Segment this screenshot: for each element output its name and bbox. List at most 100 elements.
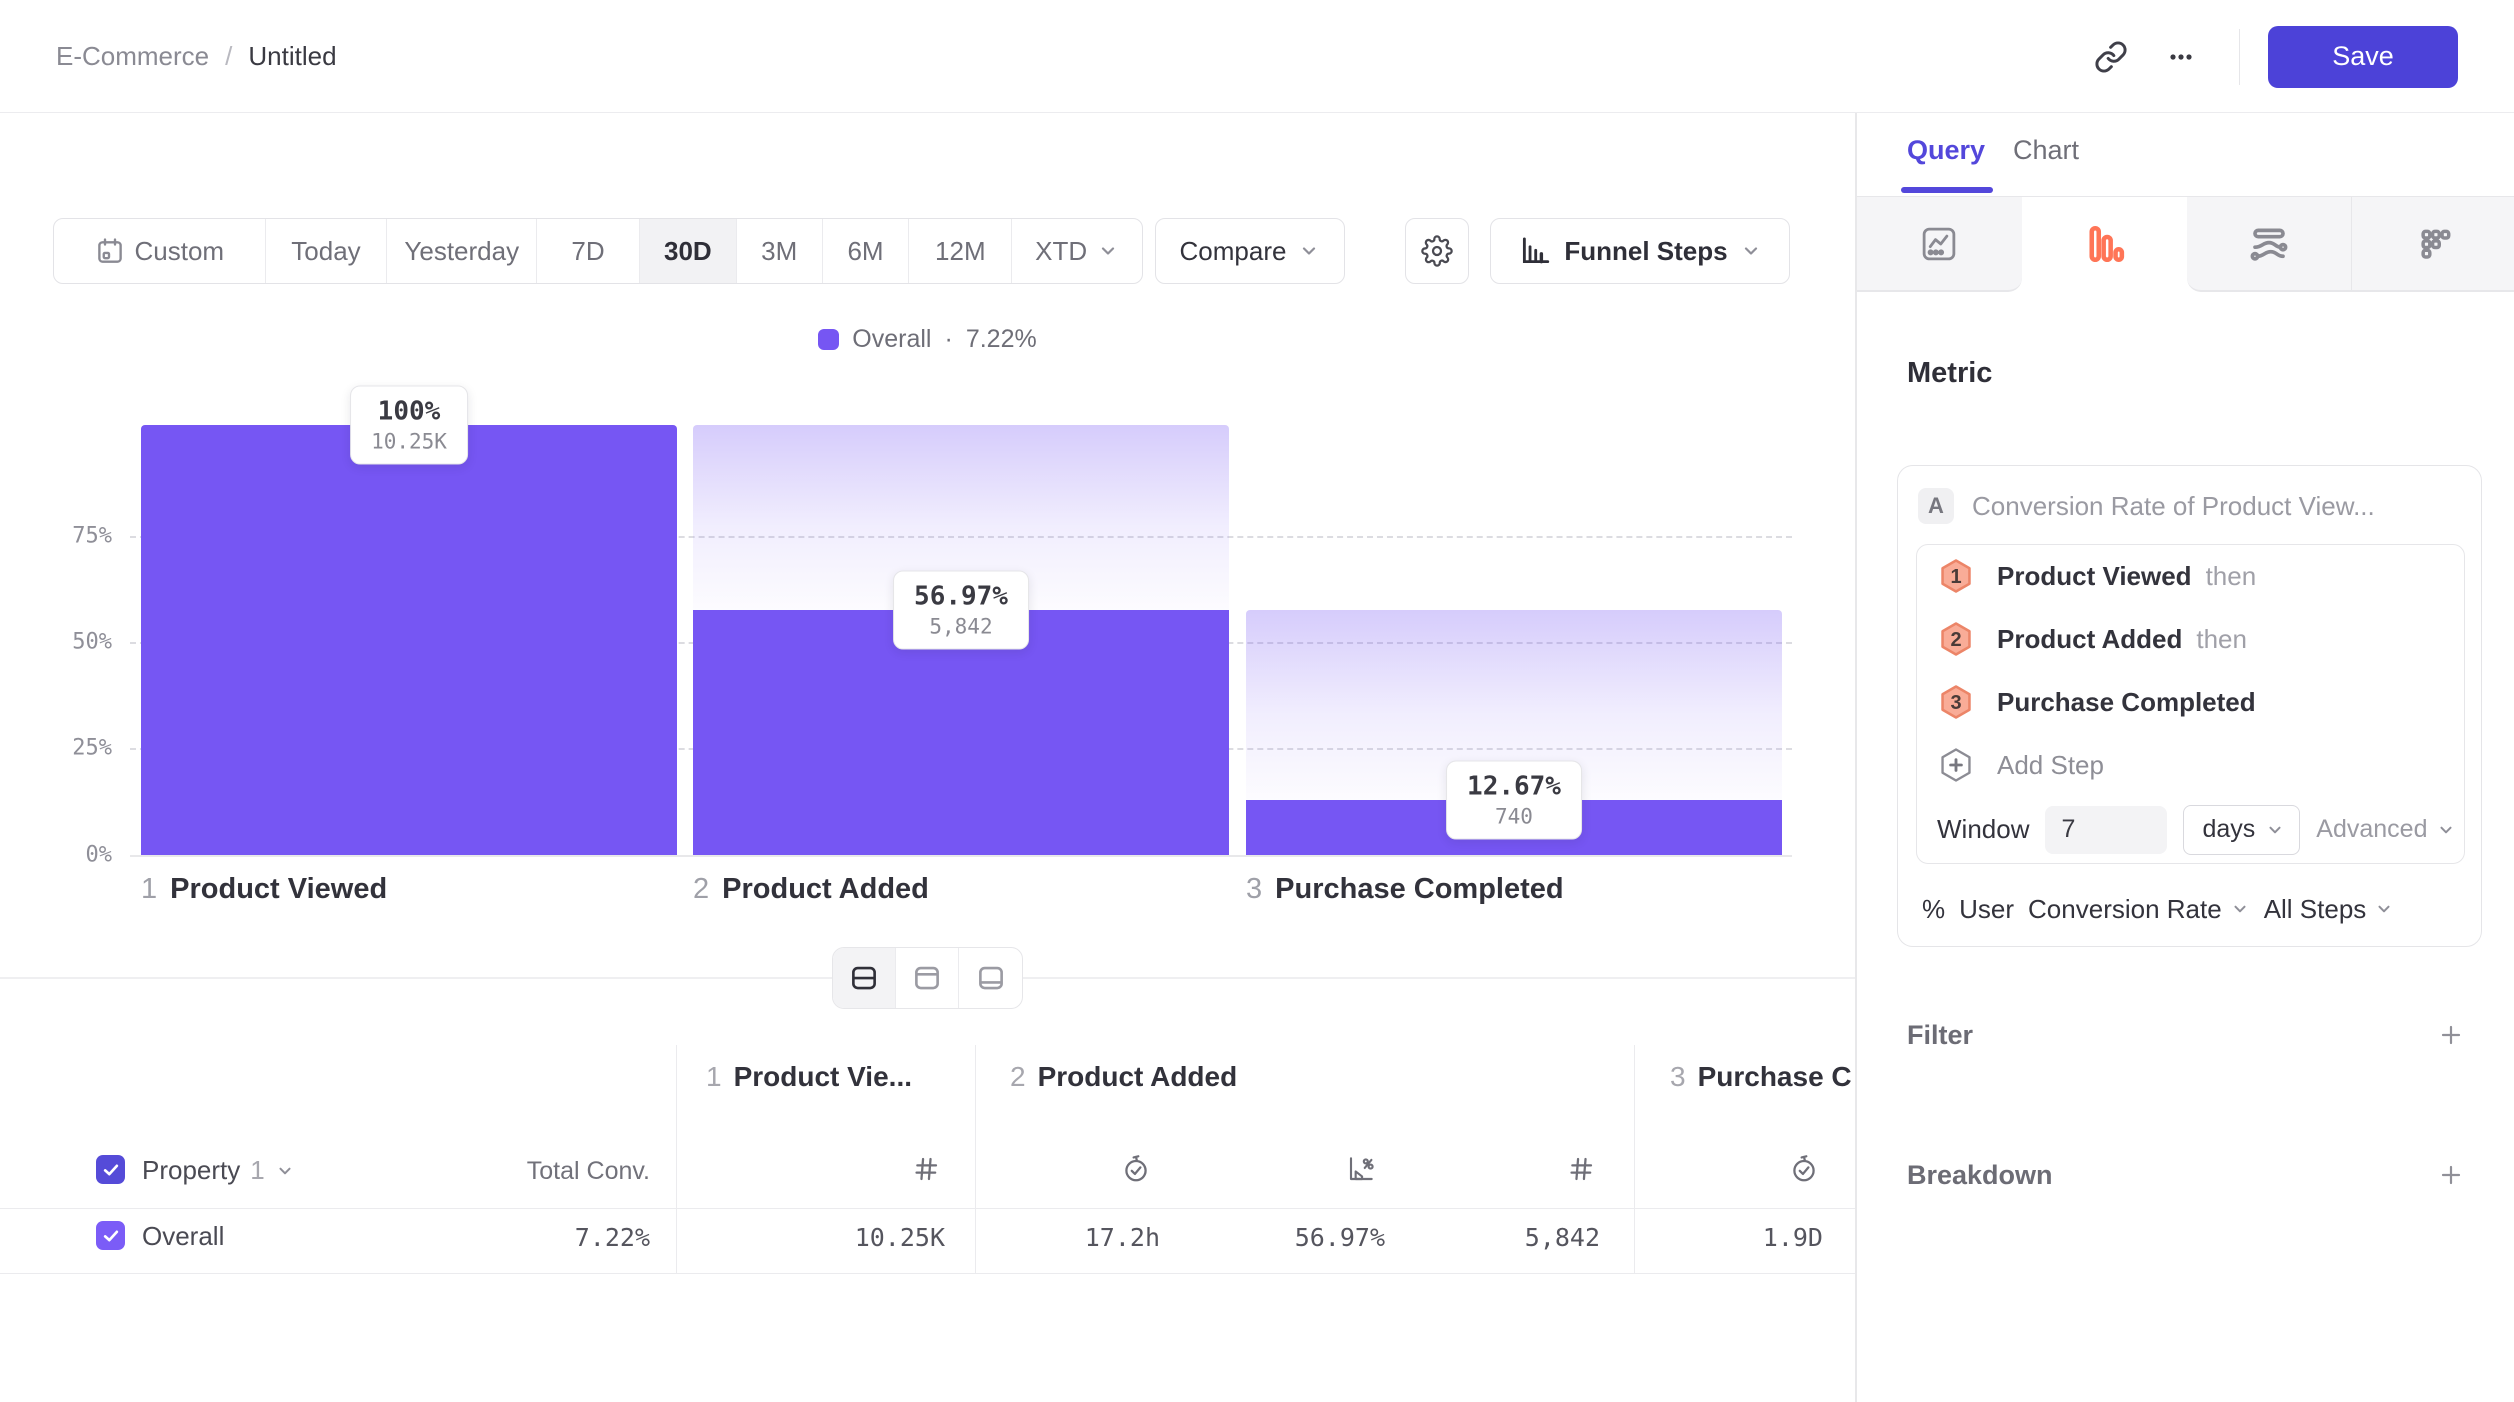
layout-toggle-group (832, 947, 1023, 1009)
tooltip-step2: 56.97% 5,842 (893, 570, 1029, 650)
date-range-12m[interactable]: 12M (909, 219, 1013, 283)
chevron-down-icon (275, 1161, 295, 1181)
step-number-badge: 2 (1937, 620, 1975, 658)
select-all-checkbox[interactable] (96, 1155, 125, 1184)
gridline-75 (130, 536, 1792, 538)
chart-toolbar: Custom Today Yesterday 7D 30D 3M 6M 12M … (0, 218, 1855, 284)
funnel-bar-step1[interactable] (141, 425, 677, 855)
chevron-down-icon (2374, 899, 2394, 919)
more-options-icon[interactable] (2151, 27, 2211, 87)
report-type-flows[interactable] (2186, 197, 2352, 292)
tooltip-step1: 100% 10.25K (350, 385, 468, 465)
table-view-icon (976, 963, 1006, 993)
percent-icon: % (1922, 893, 1946, 924)
add-filter-button[interactable] (2436, 1020, 2466, 1050)
chart-view-selector[interactable]: Funnel Steps (1490, 218, 1790, 284)
retention-icon (2413, 223, 2455, 265)
legend-item-overall[interactable]: Overall · 7.22% (818, 325, 1037, 354)
date-range-custom[interactable]: Custom (54, 219, 266, 283)
count-metric-icon[interactable] (1563, 1151, 1599, 1187)
date-range-6m[interactable]: 6M (823, 219, 910, 283)
layout-chart-only-button[interactable] (896, 948, 959, 1008)
report-title[interactable]: Untitled (248, 40, 337, 71)
measure-metric-dropdown[interactable]: Conversion Rate (2028, 894, 2250, 925)
count-metric-icon[interactable] (908, 1151, 944, 1187)
conversion-window-row: Window days Advanced (1917, 797, 2464, 863)
compare-button[interactable]: Compare (1155, 218, 1345, 284)
measure-entity[interactable]: User (1959, 893, 2015, 924)
step-number-badge: 3 (1937, 683, 1975, 721)
property-dropdown[interactable]: Property 1 (142, 1155, 295, 1186)
chart-legend: Overall · 7.22% (0, 325, 1855, 354)
topbar-divider (2238, 28, 2240, 85)
chevron-down-icon (1097, 240, 1119, 262)
query-panel: Query Chart Metric A Conversion Rate of … (1855, 113, 2514, 1402)
funnel-step-3[interactable]: 3 Purchase Completed (1917, 671, 2464, 734)
measure-scope-dropdown[interactable]: All Steps (2264, 894, 2395, 925)
chevron-down-icon (2265, 820, 2285, 840)
cell-step2-rate: 56.97% (1294, 1223, 1385, 1252)
layout-split-view-button[interactable] (833, 948, 896, 1008)
date-range-today[interactable]: Today (266, 219, 388, 283)
breadcrumb-separator: / (225, 40, 233, 71)
funnel-steps-icon (1518, 234, 1552, 268)
window-label: Window (1937, 814, 2030, 845)
report-type-funnels[interactable] (2021, 197, 2187, 292)
x-axis-line (130, 855, 1792, 857)
filter-heading: Filter (1907, 1019, 1974, 1050)
x-label-step2: 2 Product Added (693, 873, 929, 905)
funnel-step-1[interactable]: 1 Product Viewed then (1917, 545, 2464, 608)
breadcrumb-project[interactable]: E-Commerce (56, 40, 210, 71)
report-type-tabs (1857, 196, 2514, 292)
y-tick-50: 50% (72, 629, 112, 655)
date-range-yesterday[interactable]: Yesterday (387, 219, 538, 283)
x-label-step3: 3 Purchase Completed (1246, 873, 1564, 905)
window-value-input[interactable] (2045, 805, 2168, 854)
funnel-step-2[interactable]: 2 Product Added then (1917, 608, 2464, 671)
report-type-insights[interactable] (1857, 197, 2022, 292)
metric-section-heading: Metric (1907, 357, 1993, 389)
chart-view-icon (912, 963, 942, 993)
date-range-7d[interactable]: 7D (537, 219, 640, 283)
active-tab-underline (1901, 187, 1993, 193)
chevron-down-icon (1740, 240, 1762, 262)
gear-icon (1421, 235, 1453, 267)
y-tick-75: 75% (72, 523, 112, 549)
conversion-rate-metric-icon[interactable] (1343, 1151, 1379, 1187)
x-label-step1: 1 Product Viewed (141, 873, 388, 905)
add-breakdown-button[interactable] (2436, 1160, 2466, 1190)
tab-query[interactable]: Query (1907, 135, 1986, 165)
date-range-3m[interactable]: 3M (737, 219, 823, 283)
chevron-down-icon (1298, 240, 1320, 262)
report-type-retention[interactable] (2351, 197, 2514, 292)
row-checkbox[interactable] (96, 1221, 125, 1250)
add-step-button[interactable]: Add Step (1917, 734, 2464, 797)
advanced-toggle[interactable]: Advanced (2316, 815, 2455, 844)
funnel-bar-step2-converted[interactable] (693, 610, 1229, 855)
date-range-30d[interactable]: 30D (639, 219, 737, 283)
total-conv-header[interactable]: Total Conv. (526, 1157, 650, 1185)
insights-icon (1918, 223, 1960, 265)
date-range-xtd[interactable]: XTD (1012, 219, 1142, 283)
legend-series-value: 7.22% (965, 325, 1037, 353)
time-to-convert-icon[interactable] (1786, 1151, 1822, 1187)
time-to-convert-icon[interactable] (1118, 1151, 1154, 1187)
y-tick-0: 0% (85, 842, 113, 868)
tab-chart[interactable]: Chart (2013, 135, 2080, 165)
y-tick-25: 25% (72, 735, 112, 761)
date-range-picker: Custom Today Yesterday 7D 30D 3M 6M 12M … (53, 218, 1143, 284)
breakdown-section: Breakdown (1907, 1147, 2466, 1203)
metric-summary-row[interactable]: A Conversion Rate of Product View... (1918, 486, 2463, 526)
layout-table-only-button[interactable] (959, 948, 1022, 1008)
metric-card: A Conversion Rate of Product View... 1 P… (1897, 465, 2482, 947)
step-number-badge: 1 (1937, 557, 1975, 595)
filter-section: Filter (1907, 1007, 2466, 1063)
window-unit-select[interactable]: days (2183, 804, 2301, 855)
save-button[interactable]: Save (2268, 25, 2458, 88)
copy-link-icon[interactable] (2081, 27, 2141, 87)
chart-settings-button[interactable] (1405, 218, 1469, 284)
chevron-down-icon (2230, 899, 2250, 919)
funnel-steps-card: 1 Product Viewed then 2 Product Added th… (1916, 544, 2465, 864)
main-content: Custom Today Yesterday 7D 30D 3M 6M 12M … (0, 113, 1855, 1402)
